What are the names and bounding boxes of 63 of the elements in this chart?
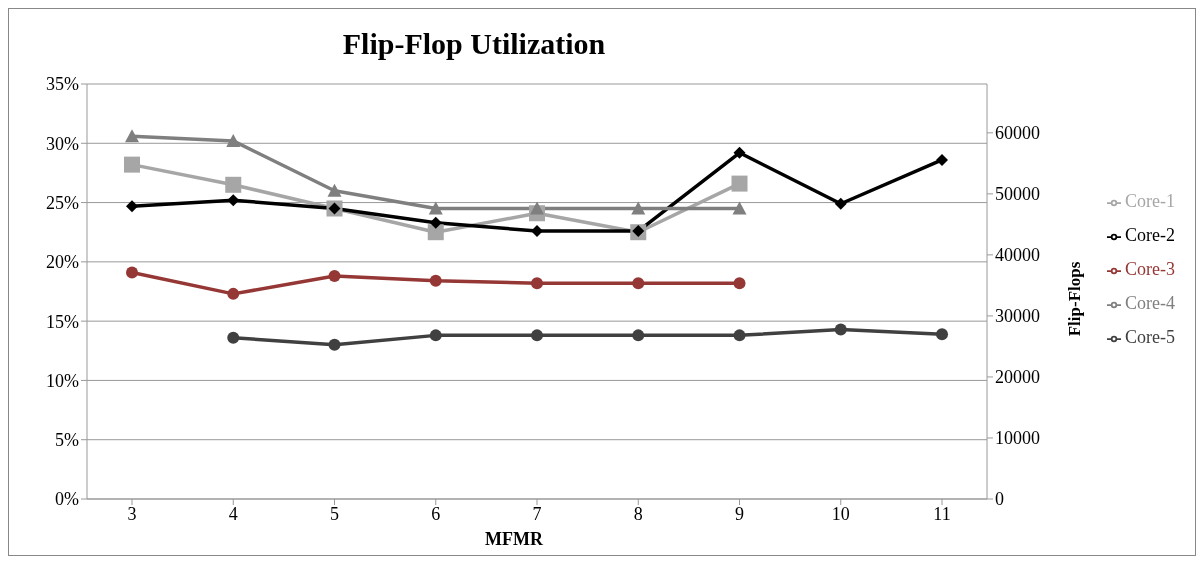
chart-title: Flip-Flop Utilization (341, 27, 607, 61)
y-tick-label: 10% (46, 370, 79, 391)
y-tick-label: 30% (46, 133, 79, 154)
point (328, 338, 341, 351)
point (733, 146, 746, 159)
x-tick-label: 9 (735, 503, 745, 524)
x-tick-label: 5 (330, 503, 339, 524)
legend-label: Core-1 (1125, 191, 1175, 211)
y2-tick-label: 10000 (995, 428, 1041, 449)
y-tick-label: 35% (46, 74, 79, 95)
legend-label: Core-4 (1125, 293, 1175, 313)
y2-tick-label: 40000 (995, 245, 1041, 266)
point (126, 266, 138, 279)
point (429, 216, 442, 229)
point (733, 277, 746, 290)
y2-tick-label: 60000 (995, 123, 1041, 144)
legend-label: Core-2 (1125, 225, 1175, 245)
point (327, 183, 342, 197)
x-axis-title: MFMR (484, 529, 544, 550)
point (427, 224, 444, 241)
point (429, 274, 442, 287)
point (227, 331, 240, 344)
point (429, 329, 442, 342)
y2-tick-label: 50000 (995, 184, 1041, 205)
y2-tick-label: 0 (995, 489, 1005, 510)
point (936, 328, 949, 341)
y-tick-label: 5% (55, 430, 79, 451)
x-tick-label: 3 (127, 503, 137, 524)
point (530, 201, 545, 215)
point (632, 329, 645, 342)
legend-label: Core-5 (1125, 327, 1175, 347)
point (227, 287, 240, 300)
x-tick-label: 6 (431, 503, 441, 524)
x-tick-label: 11 (933, 503, 951, 524)
point (531, 277, 544, 290)
x-tick-label: 7 (532, 503, 542, 524)
y2-tick-label: 30000 (995, 306, 1041, 327)
point (428, 201, 443, 215)
x-tick-label: 4 (228, 503, 238, 524)
point (732, 201, 747, 215)
point (834, 197, 847, 210)
point (226, 133, 241, 147)
y-tick-label: 20% (46, 252, 79, 273)
point (126, 200, 138, 213)
y2-tick-label: 20000 (995, 367, 1041, 388)
point (731, 175, 748, 192)
point (834, 323, 847, 336)
point (125, 129, 139, 143)
point (328, 270, 341, 283)
y2-axis-title: Flip-Flops (1065, 261, 1085, 337)
x-tick-label: 10 (831, 503, 850, 524)
point (632, 277, 645, 290)
point (225, 176, 242, 193)
x-tick-label: 8 (633, 503, 643, 524)
point (124, 156, 140, 173)
point (531, 329, 544, 342)
point (631, 201, 646, 215)
legend-label: Core-3 (1125, 259, 1175, 279)
point (733, 329, 746, 342)
y-tick-label: 15% (46, 311, 79, 332)
y-tick-label: 25% (46, 192, 79, 213)
point (936, 153, 949, 166)
y-tick-label: 0% (55, 489, 79, 510)
